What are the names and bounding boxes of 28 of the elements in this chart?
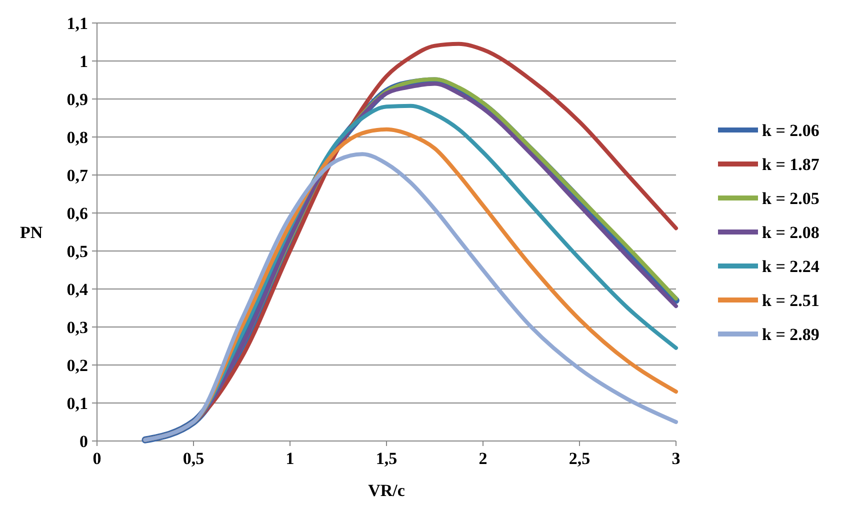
y-tick-label: 0,9	[66, 90, 88, 109]
legend-label: k = 1.87	[762, 155, 820, 174]
y-axis-title: PN	[20, 223, 44, 242]
x-tick-label: 3	[672, 449, 680, 468]
y-tick-label: 0,6	[66, 204, 88, 223]
x-tick-label: 1	[286, 449, 294, 468]
legend-label: k = 2.51	[762, 291, 820, 310]
x-tick-label: 2	[478, 449, 488, 468]
x-tick-label: 1,5	[376, 449, 398, 468]
y-tick-label: 0,7	[66, 166, 88, 185]
x-tick-label: 2,5	[568, 449, 590, 468]
y-tick-label: 1,1	[66, 14, 88, 33]
legend-label: k = 2.06	[762, 121, 820, 140]
y-tick-label: 0,4	[66, 280, 88, 299]
y-tick-label: 0	[80, 432, 88, 451]
y-tick-label: 0,3	[66, 318, 88, 337]
y-tick-label: 0,5	[66, 242, 88, 261]
x-axis-title: VR/c	[368, 481, 406, 500]
legend-label: k = 2.89	[762, 325, 820, 344]
x-tick-label: 0,5	[182, 449, 204, 468]
legend-label: k = 2.24	[762, 257, 820, 276]
y-tick-label: 0,1	[66, 394, 88, 413]
y-tick-label: 1	[80, 52, 88, 71]
legend-label: k = 2.08	[762, 223, 820, 242]
y-tick-label: 0,2	[66, 356, 88, 375]
x-tick-label: 0	[92, 449, 102, 468]
legend-label: k = 2.05	[762, 189, 820, 208]
y-tick-label: 0,8	[66, 128, 88, 147]
